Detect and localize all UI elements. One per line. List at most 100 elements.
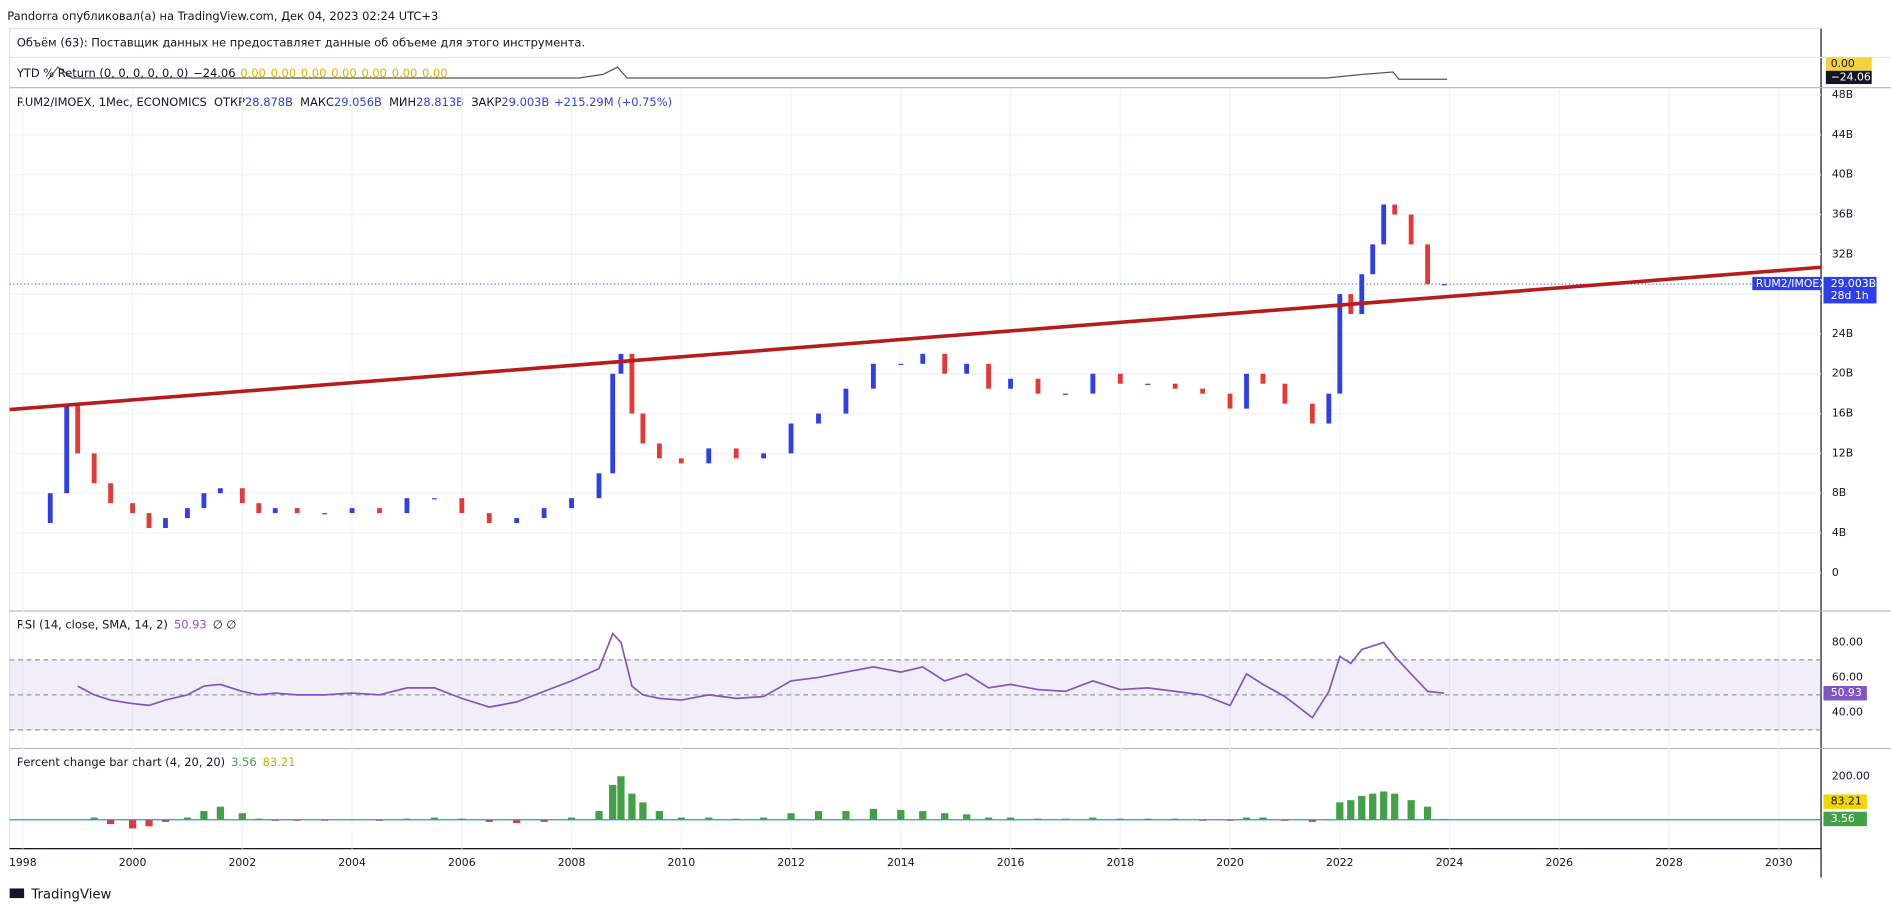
candle: [898, 363, 904, 366]
x-tick-label: 2022: [1326, 856, 1354, 869]
candle: [629, 353, 635, 414]
ytd-line: [47, 66, 1448, 80]
pct-bar: [1242, 817, 1251, 820]
candle: [431, 498, 437, 500]
candle: [201, 493, 207, 509]
footer-logo: [9, 888, 25, 899]
candle: [1063, 393, 1068, 395]
trendline: [9, 265, 1822, 412]
candle: [294, 508, 300, 514]
x-tick-label: 2012: [777, 856, 805, 869]
y-tick-label: 16B: [1832, 407, 1853, 420]
candle: [1392, 204, 1398, 215]
candle: [1227, 393, 1233, 409]
candle: [733, 448, 739, 459]
pct-sma: 83.21: [263, 754, 296, 768]
y-tick-label: 36B: [1832, 208, 1853, 221]
ytd-zero: 0.00: [361, 66, 386, 80]
pct-bar: [1259, 817, 1267, 820]
x-tick-label: 2004: [338, 856, 366, 869]
candle: [1244, 373, 1249, 409]
candle: [986, 363, 992, 389]
candle: [91, 453, 97, 484]
pct-bar: [1308, 819, 1316, 822]
pct-bar: [617, 776, 625, 820]
rsi-line: [77, 632, 1445, 719]
candle: [322, 513, 328, 515]
y-tick-label: 12B: [1832, 446, 1853, 459]
candle: [1090, 373, 1096, 394]
candle: [459, 498, 465, 514]
pct-bar: [1089, 817, 1097, 820]
pct-bar: [963, 814, 971, 820]
footer: TradingView: [30, 887, 111, 902]
ytd-zero: 0.00: [331, 66, 356, 80]
rsi-value: 50.93: [174, 617, 207, 631]
candle: [130, 503, 135, 514]
pct-label: Percent change bar chart (4, 20, 20): [17, 754, 225, 768]
symbol: RUM2/IMOEX, 1Мес, ECONOMICS: [17, 95, 207, 109]
ytd-zero: 0.00: [271, 66, 296, 80]
ytd-label: YTD % Return (0, 0, 0, 0, 0, 0): [16, 66, 188, 80]
pct-bar: [842, 811, 850, 820]
pct-bar: [655, 811, 663, 820]
ytd-zero: 0.00: [240, 66, 265, 80]
ytd-axis-label: −24.06: [1831, 70, 1871, 83]
candle: [618, 353, 624, 374]
pct-bar: [200, 811, 208, 820]
pct-tag: [1823, 811, 1867, 827]
candle: [1441, 284, 1447, 286]
candle: [1200, 388, 1206, 394]
pct-bar: [513, 819, 521, 823]
candle: [1117, 373, 1123, 384]
pct-bar: [540, 819, 548, 822]
rsi-tick-label: 40.00: [1832, 705, 1863, 718]
candle: [377, 508, 382, 514]
rsi-extra: ∅ ∅: [213, 617, 237, 631]
candle: [920, 353, 926, 364]
x-tick-label: 2026: [1545, 856, 1573, 869]
pct-bar: [1380, 791, 1388, 820]
pct-bar: [609, 784, 617, 820]
pct-bar: [919, 811, 927, 820]
y-tick-label: 4B: [1832, 526, 1846, 539]
pct-bar: [1336, 802, 1344, 820]
candle: [942, 353, 948, 374]
ytd-zero: 0.00: [301, 66, 326, 80]
candle: [596, 473, 602, 499]
x-tick-label: 2010: [668, 856, 696, 869]
pct-bar: [760, 817, 768, 820]
candle: [64, 403, 70, 494]
candle: [1370, 244, 1376, 275]
x-tick-label: 2016: [997, 856, 1025, 869]
pct-bar: [1369, 793, 1377, 820]
pct-value: 3.56: [231, 754, 256, 768]
pct-bar: [106, 819, 115, 825]
candle: [788, 423, 794, 454]
ohlc-label: МИН: [389, 95, 416, 109]
candle: [870, 363, 876, 389]
ohlc-label: ОТКР: [214, 95, 245, 109]
y-tick-label: 20B: [1832, 367, 1853, 380]
pct-bar: [941, 813, 949, 820]
candle: [656, 443, 662, 459]
pct-bar: [1391, 793, 1399, 820]
pct-bar: [677, 817, 685, 820]
y-tick-label: 48B: [1832, 88, 1853, 101]
candle: [1359, 274, 1365, 315]
candle: [404, 498, 410, 514]
candle: [640, 413, 646, 444]
candle: [706, 448, 712, 464]
candle: [1145, 383, 1151, 385]
pct-bar: [639, 802, 647, 820]
candle: [1008, 378, 1013, 389]
last-price-tag: [1752, 276, 1822, 291]
candle: [514, 518, 520, 524]
pct-bar: [1358, 795, 1366, 820]
pct-bar: [1006, 817, 1015, 820]
x-tick-label: 2020: [1216, 856, 1244, 869]
x-tick-label: 2028: [1655, 856, 1683, 869]
pct-bar: [485, 819, 493, 822]
pct-bar: [1407, 800, 1415, 820]
pct-sma-tag: [1823, 794, 1867, 809]
